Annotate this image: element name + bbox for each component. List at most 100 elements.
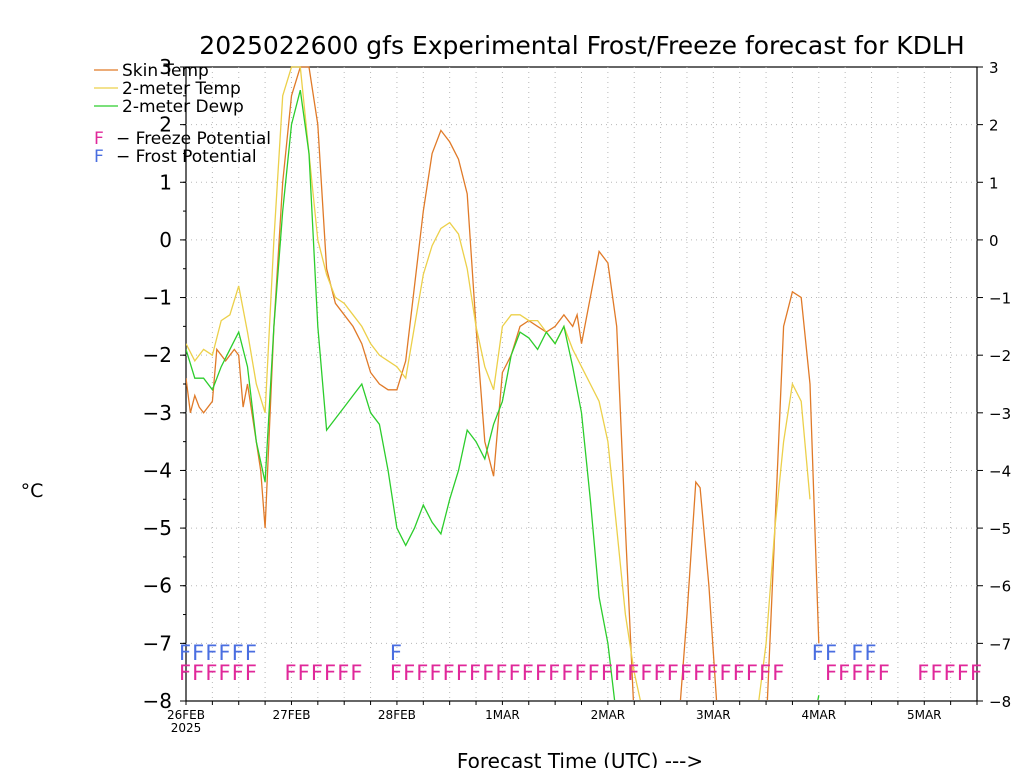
y-tick-label-right: 2	[989, 117, 999, 135]
legend-marker-letter: F	[94, 129, 104, 149]
frost-marker: F	[219, 641, 231, 665]
y-tick-label-right: −7	[989, 635, 1011, 653]
y-tick-label-right: −8	[989, 693, 1011, 711]
freeze-marker: F	[680, 661, 692, 685]
x-tick-sublabel: 2025	[171, 721, 202, 735]
freeze-marker: F	[575, 661, 587, 685]
freeze-marker: F	[930, 661, 942, 685]
y-tick-label-right: −5	[989, 520, 1011, 538]
freeze-marker: F	[390, 661, 402, 685]
y-tick-label-left: 2	[159, 113, 172, 137]
legend-marker-label: − Frost Potential	[116, 147, 257, 167]
freeze-marker: F	[588, 661, 600, 685]
freeze-marker: F	[535, 661, 547, 685]
freeze-marker: F	[192, 661, 204, 685]
freeze-marker: F	[245, 661, 257, 685]
freeze-marker: F	[205, 661, 217, 685]
freeze-marker: F	[970, 661, 982, 685]
grid-lines	[186, 67, 977, 701]
freeze-marker: F	[522, 661, 534, 685]
x-tick-label: 26FEB	[167, 708, 205, 722]
y-tick-label-left: −8	[143, 689, 172, 713]
freeze-marker: F	[825, 661, 837, 685]
freeze-marker: F	[667, 661, 679, 685]
series-line-skin-temp	[186, 66, 820, 700]
legend-label: 2-meter Temp	[122, 79, 241, 99]
freeze-marker: F	[772, 661, 784, 685]
frost-marker: F	[390, 641, 402, 665]
freeze-marker: F	[746, 661, 758, 685]
freeze-marker: F	[403, 661, 415, 685]
freeze-marker: F	[219, 661, 231, 685]
y-tick-label-right: −1	[989, 290, 1011, 308]
freeze-marker: F	[654, 661, 666, 685]
freeze-marker: F	[469, 661, 481, 685]
y-tick-label-left: −3	[143, 401, 172, 425]
y-tick-label-left: 1	[159, 170, 172, 194]
frost-marker: F	[232, 641, 244, 665]
freeze-marker: F	[733, 661, 745, 685]
freeze-marker: F	[640, 661, 652, 685]
y-tick-label-right: 0	[989, 232, 999, 250]
freeze-marker: F	[350, 661, 362, 685]
y-tick-label-left: −4	[143, 458, 172, 482]
freeze-marker: F	[759, 661, 771, 685]
frost-marker: F	[179, 641, 191, 665]
x-axis-label: Forecast Time (UTC) --->	[457, 749, 703, 768]
frost-marker: F	[851, 641, 863, 665]
frost-marker: F	[205, 641, 217, 665]
freeze-marker: F	[324, 661, 336, 685]
freeze-marker: F	[284, 661, 296, 685]
freeze-marker: F	[298, 661, 310, 685]
freeze-marker: F	[429, 661, 441, 685]
chart-title: 2025022600 gfs Experimental Frost/Freeze…	[199, 31, 964, 60]
y-tick-label-right: −6	[989, 578, 1011, 596]
y-tick-label-left: −6	[143, 574, 172, 598]
freeze-marker: F	[851, 661, 863, 685]
y-tick-label-left: −7	[143, 631, 172, 655]
x-tick-label: 2MAR	[591, 708, 626, 722]
y-tick-label-left: −1	[143, 286, 172, 310]
frost-marker: F	[825, 641, 837, 665]
legend-marker-letter: F	[94, 147, 104, 167]
x-tick-label: 4MAR	[802, 708, 837, 722]
x-tick-label: 3MAR	[696, 708, 731, 722]
y-tick-label-right: 3	[989, 59, 999, 77]
freeze-marker: F	[179, 661, 191, 685]
x-tick-label: 27FEB	[272, 708, 310, 722]
freeze-marker: F	[548, 661, 560, 685]
y-axis: −8 −8 −7 −7 −6 −6 −5 −5 −4 −4 −3 −3 −2 −2 −1 −1 0 0 1 1 2 2 3 3	[143, 55, 1012, 713]
y-tick-label-right: −2	[989, 347, 1011, 365]
y-tick-label-right: −4	[989, 462, 1011, 480]
freeze-marker: F	[232, 661, 244, 685]
series-line-2-meter-temp	[186, 66, 811, 700]
y-tick-label-left: −5	[143, 516, 172, 540]
freeze-marker: F	[720, 661, 732, 685]
freeze-marker: F	[614, 661, 626, 685]
freeze-marker: F	[917, 661, 929, 685]
data-series	[186, 66, 820, 700]
freeze-marker: F	[944, 661, 956, 685]
freeze-marker: F	[838, 661, 850, 685]
freeze-marker: F	[865, 661, 877, 685]
x-tick-label: 1MAR	[485, 708, 520, 722]
y-tick-label-left: 0	[159, 228, 172, 252]
legend-label: 2-meter Dewp	[122, 97, 244, 117]
y-tick-label-right: 1	[989, 174, 999, 192]
frost-marker: F	[812, 641, 824, 665]
y-tick-label-left: −2	[143, 343, 172, 367]
freeze-marker: F	[416, 661, 428, 685]
freeze-marker: F	[601, 661, 613, 685]
freeze-marker: F	[495, 661, 507, 685]
freeze-marker: F	[693, 661, 705, 685]
frost-marker: F	[865, 641, 877, 665]
freeze-marker: F	[706, 661, 718, 685]
freeze-marker: F	[456, 661, 468, 685]
freeze-marker: F	[509, 661, 521, 685]
freeze-marker: F	[561, 661, 573, 685]
legend-label: Skin Temp	[122, 61, 209, 81]
